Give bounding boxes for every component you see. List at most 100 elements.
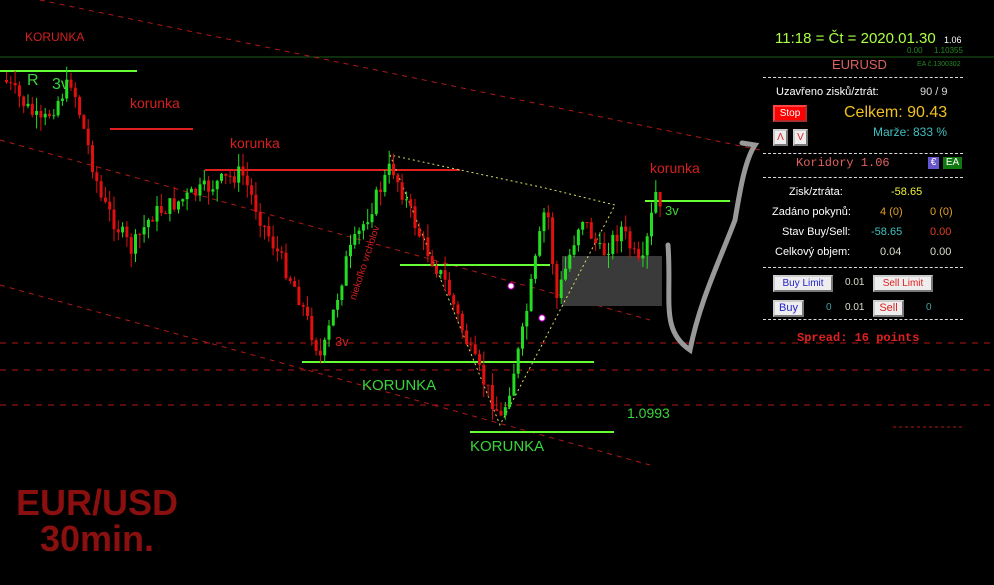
candle-body bbox=[185, 192, 189, 200]
candle-body bbox=[241, 166, 245, 176]
candle-body bbox=[207, 180, 211, 192]
r-label: R bbox=[27, 72, 39, 89]
orders-sell: 0 (0) bbox=[930, 206, 953, 218]
candle-body bbox=[164, 212, 168, 214]
candle-body bbox=[224, 173, 228, 176]
candle-body bbox=[473, 344, 477, 355]
candle-body bbox=[254, 194, 258, 212]
candle-body bbox=[598, 243, 602, 245]
candle-body bbox=[232, 176, 236, 183]
candle-body bbox=[91, 145, 94, 173]
candle-body bbox=[400, 182, 404, 200]
buy-button[interactable]: Buy bbox=[773, 300, 804, 317]
candle-body bbox=[576, 229, 580, 246]
candle-body bbox=[490, 384, 494, 410]
channel-line bbox=[39, 0, 761, 151]
candle-body bbox=[572, 245, 576, 255]
candle-body bbox=[555, 264, 559, 299]
candle-body bbox=[435, 265, 438, 274]
candle-body bbox=[194, 188, 198, 196]
candle-body bbox=[284, 252, 288, 279]
candle-body bbox=[112, 209, 116, 230]
up-button[interactable]: Λ bbox=[773, 129, 788, 146]
candle-body bbox=[512, 373, 516, 396]
candle-body bbox=[314, 340, 318, 351]
candle-body bbox=[13, 83, 17, 86]
candle-body bbox=[443, 270, 447, 280]
korunka-label-2: korunka bbox=[230, 135, 280, 151]
candle-body bbox=[5, 80, 8, 83]
candle-body bbox=[288, 278, 292, 281]
hand-drawn-arrow bbox=[665, 140, 760, 355]
candle-body bbox=[452, 295, 456, 305]
buy-count: 0 bbox=[826, 302, 832, 313]
candle-body bbox=[301, 304, 305, 307]
three-v-label-1: 3v bbox=[52, 76, 69, 93]
candle-body bbox=[602, 243, 606, 255]
candle-body bbox=[267, 225, 271, 237]
down-button[interactable]: V bbox=[793, 129, 808, 146]
order-zone bbox=[562, 256, 662, 306]
candle-body bbox=[297, 286, 301, 305]
candle-body bbox=[69, 79, 73, 88]
limit-lot: 0.01 bbox=[845, 277, 865, 288]
candle-body bbox=[82, 115, 86, 129]
channel-line bbox=[0, 284, 651, 466]
candle-body bbox=[615, 234, 619, 242]
candle-body bbox=[30, 103, 34, 115]
candle-body bbox=[383, 174, 387, 193]
candle-body bbox=[650, 212, 653, 237]
candle-body bbox=[271, 236, 275, 249]
sell-limit-button[interactable]: Sell Limit bbox=[873, 275, 933, 292]
candle-body bbox=[409, 199, 413, 207]
candle-body bbox=[478, 354, 481, 365]
margin: Marže: 833 % bbox=[873, 125, 948, 139]
candle-body bbox=[95, 172, 99, 182]
candle-body bbox=[263, 225, 266, 227]
candle-body bbox=[628, 231, 632, 249]
candle-body bbox=[559, 279, 563, 299]
candle-body bbox=[198, 184, 202, 196]
candle-body bbox=[529, 278, 533, 311]
candle-body bbox=[22, 96, 26, 107]
candle-body bbox=[172, 198, 176, 210]
candle-body bbox=[658, 191, 662, 207]
buy-limit-button[interactable]: Buy Limit bbox=[773, 275, 833, 292]
marker-dot bbox=[507, 282, 515, 290]
pl-value: -58.65 bbox=[891, 186, 923, 198]
volume-sell: 0.00 bbox=[930, 246, 952, 258]
separator bbox=[763, 267, 963, 268]
stop-button[interactable]: Stop bbox=[773, 105, 807, 122]
candle-body bbox=[551, 217, 555, 265]
candle-body bbox=[237, 166, 241, 183]
candle-body bbox=[306, 306, 309, 316]
candle-body bbox=[39, 110, 43, 118]
korunka-label-3: korunka bbox=[650, 160, 700, 176]
candle-body bbox=[116, 229, 120, 233]
candle-body bbox=[250, 185, 254, 195]
candle-body bbox=[422, 236, 426, 238]
candle-body bbox=[202, 180, 206, 185]
candle-body bbox=[521, 326, 524, 349]
candle-body bbox=[26, 103, 30, 107]
candle-body bbox=[482, 364, 486, 385]
marker-dot bbox=[538, 314, 546, 322]
euro-badge[interactable]: € bbox=[928, 157, 939, 169]
candle-body bbox=[542, 212, 546, 232]
candle-body bbox=[417, 228, 421, 237]
candle-body bbox=[103, 197, 107, 202]
candle-body bbox=[43, 113, 47, 118]
sell-button[interactable]: Sell bbox=[873, 300, 904, 317]
candle-body bbox=[125, 226, 129, 238]
candle-body bbox=[374, 189, 378, 215]
candle-body bbox=[366, 222, 370, 225]
candle-body bbox=[465, 330, 469, 345]
candle-body bbox=[275, 248, 279, 252]
candle-body bbox=[370, 214, 374, 223]
clock: 11:18 = Čt = 2020.01.30 bbox=[775, 30, 936, 47]
ea-badge[interactable]: EA bbox=[943, 157, 962, 169]
candle-body bbox=[392, 163, 395, 176]
candle-body bbox=[495, 409, 499, 411]
candle-body bbox=[155, 206, 159, 222]
